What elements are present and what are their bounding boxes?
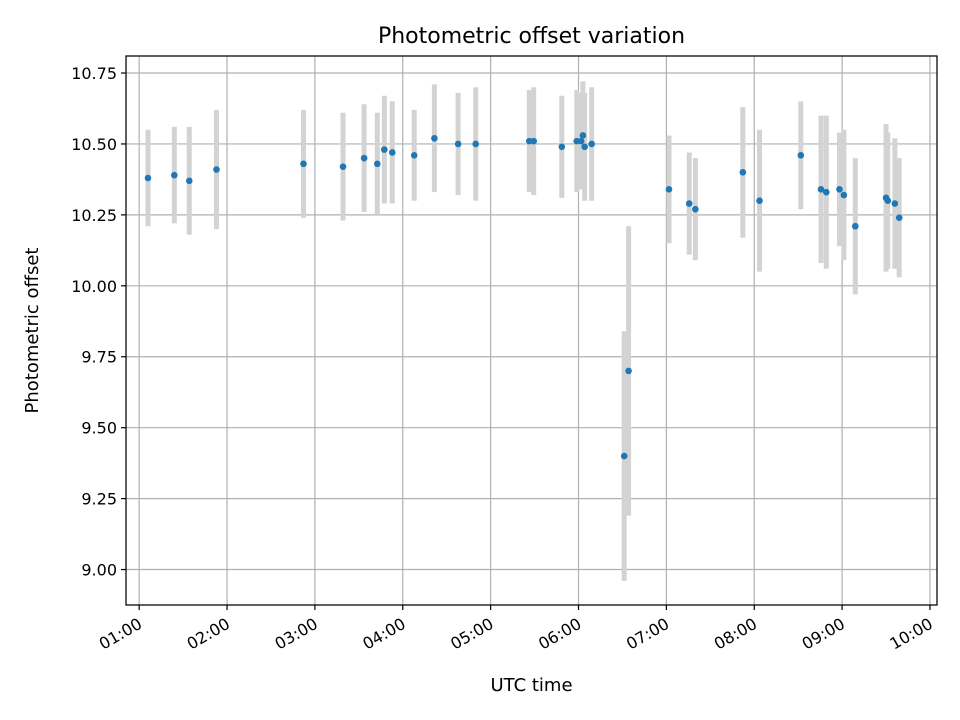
data-point <box>472 140 480 148</box>
data-point <box>840 191 848 199</box>
data-point <box>685 200 693 207</box>
data-point <box>431 134 438 142</box>
y-tick-label: 9.75 <box>81 348 117 367</box>
data-point <box>144 174 152 182</box>
y-axis-title: Photometric offset <box>22 248 43 414</box>
data-point <box>381 146 388 153</box>
data-point <box>558 143 566 151</box>
data-point <box>577 137 585 145</box>
data-point <box>884 197 892 204</box>
data-point <box>822 188 830 196</box>
y-tick-label: 9.50 <box>81 419 117 438</box>
chart-title: Photometric offset variation <box>378 24 685 49</box>
data-point <box>895 214 903 222</box>
data-point <box>692 205 699 213</box>
y-tick-label: 9.00 <box>81 561 117 580</box>
data-point <box>756 197 763 204</box>
data-point <box>339 163 347 170</box>
data-point <box>620 452 628 460</box>
point-layer <box>144 132 903 460</box>
x-axis-title: UTC time <box>490 675 572 696</box>
data-point <box>625 367 632 375</box>
y-tick-label: 10.00 <box>71 277 117 296</box>
data-point <box>373 160 381 168</box>
data-point <box>410 152 418 159</box>
data-point <box>891 200 899 207</box>
data-point <box>797 152 805 159</box>
data-point <box>454 140 462 148</box>
data-point <box>581 143 588 151</box>
data-point <box>739 169 747 176</box>
data-point <box>817 186 825 193</box>
plot-frame <box>125 55 938 606</box>
data-point <box>851 222 859 230</box>
data-point <box>171 171 178 179</box>
data-point <box>300 160 307 168</box>
data-point <box>588 140 595 148</box>
data-point <box>836 186 843 193</box>
data-point <box>665 186 673 193</box>
y-tick-label: 9.25 <box>81 490 117 509</box>
data-point <box>185 177 193 185</box>
y-tick-label: 10.50 <box>71 135 117 154</box>
data-point <box>360 154 368 162</box>
data-point <box>579 132 587 139</box>
y-tick-label: 10.25 <box>71 206 117 225</box>
y-tick-label: 10.75 <box>71 64 117 83</box>
data-point <box>213 166 220 173</box>
data-point <box>388 149 396 156</box>
data-point <box>530 137 537 145</box>
